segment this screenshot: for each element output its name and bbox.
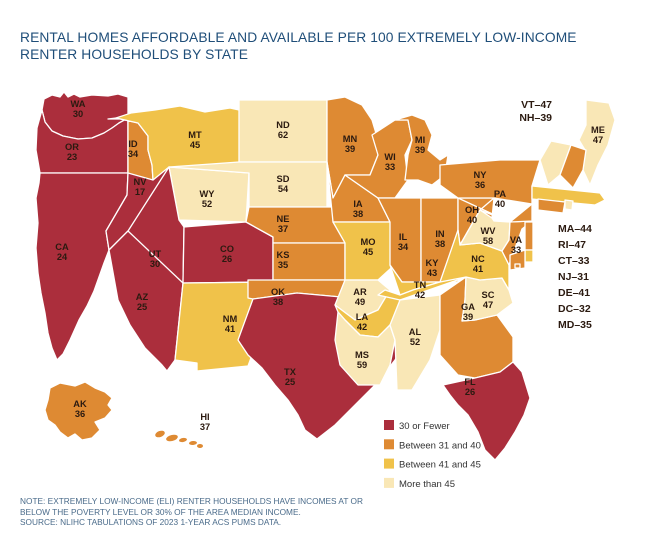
svg-text:62: 62: [278, 130, 288, 140]
svg-text:NH–39: NH–39: [519, 112, 552, 124]
svg-text:TN: TN: [414, 280, 427, 290]
svg-text:52: 52: [410, 337, 420, 347]
svg-text:NY: NY: [474, 170, 488, 180]
svg-text:OR: OR: [65, 142, 79, 152]
svg-text:RI–47: RI–47: [558, 239, 586, 251]
svg-text:More than 45: More than 45: [399, 479, 455, 490]
svg-text:SD: SD: [277, 174, 290, 184]
svg-text:33: 33: [511, 245, 521, 255]
svg-text:43: 43: [427, 268, 437, 278]
svg-text:17: 17: [135, 187, 145, 197]
svg-text:30: 30: [73, 109, 83, 119]
svg-text:CA: CA: [55, 242, 69, 252]
svg-text:NE: NE: [277, 214, 290, 224]
svg-text:26: 26: [222, 254, 232, 264]
svg-text:SC: SC: [482, 290, 495, 300]
svg-text:HI: HI: [200, 412, 209, 422]
svg-text:IN: IN: [435, 229, 445, 239]
svg-text:23: 23: [67, 152, 77, 162]
svg-text:MA–44: MA–44: [558, 223, 592, 235]
svg-text:NV: NV: [134, 177, 148, 187]
svg-text:WY: WY: [200, 189, 216, 199]
svg-text:59: 59: [357, 360, 367, 370]
svg-text:25: 25: [285, 377, 295, 387]
svg-text:NC: NC: [471, 254, 485, 264]
svg-text:MT: MT: [188, 130, 202, 140]
svg-text:40: 40: [467, 215, 477, 225]
svg-text:25: 25: [137, 302, 147, 312]
svg-text:VT–47: VT–47: [521, 99, 552, 111]
svg-text:UT: UT: [149, 249, 162, 259]
svg-text:42: 42: [415, 290, 425, 300]
svg-text:40: 40: [495, 199, 505, 209]
svg-text:Between 41 and 45: Between 41 and 45: [399, 460, 481, 471]
svg-text:ID: ID: [128, 139, 138, 149]
svg-text:CT–33: CT–33: [558, 255, 590, 267]
svg-text:37: 37: [278, 224, 288, 234]
svg-text:AZ: AZ: [136, 292, 149, 302]
svg-text:33: 33: [385, 162, 395, 172]
svg-text:WA: WA: [71, 99, 86, 109]
svg-text:MS: MS: [355, 350, 369, 360]
svg-text:34: 34: [128, 149, 139, 159]
svg-text:37: 37: [200, 422, 210, 432]
svg-text:DC–32: DC–32: [558, 303, 591, 315]
svg-text:38: 38: [273, 297, 283, 307]
svg-text:MD–35: MD–35: [558, 319, 592, 331]
svg-text:IA: IA: [353, 199, 363, 209]
svg-text:AR: AR: [353, 287, 367, 297]
svg-text:AL: AL: [409, 327, 422, 337]
svg-text:FL: FL: [464, 377, 476, 387]
svg-text:54: 54: [278, 184, 289, 194]
svg-text:WI: WI: [384, 152, 395, 162]
svg-text:38: 38: [353, 209, 363, 219]
svg-text:DE–41: DE–41: [558, 287, 590, 299]
svg-text:CO: CO: [220, 244, 234, 254]
svg-text:39: 39: [345, 144, 355, 154]
svg-text:24: 24: [57, 252, 68, 262]
svg-text:30: 30: [150, 259, 160, 269]
svg-text:36: 36: [475, 180, 485, 190]
svg-text:OH: OH: [465, 205, 479, 215]
svg-text:WV: WV: [481, 226, 497, 236]
svg-text:KY: KY: [426, 258, 440, 268]
svg-text:45: 45: [190, 140, 200, 150]
svg-text:MO: MO: [361, 237, 376, 247]
svg-text:39: 39: [415, 145, 425, 155]
svg-text:LA: LA: [356, 312, 369, 322]
svg-text:26: 26: [465, 387, 475, 397]
svg-text:MN: MN: [343, 134, 358, 144]
svg-text:ND: ND: [276, 120, 290, 130]
svg-text:41: 41: [473, 264, 483, 274]
svg-text:ME: ME: [591, 125, 605, 135]
svg-text:PA: PA: [494, 189, 507, 199]
svg-text:KS: KS: [277, 250, 290, 260]
svg-text:NJ–31: NJ–31: [558, 271, 589, 283]
svg-text:Between 31 and 40: Between 31 and 40: [399, 440, 481, 451]
svg-text:30 or Fewer: 30 or Fewer: [399, 421, 450, 432]
svg-text:41: 41: [225, 324, 235, 334]
svg-text:45: 45: [363, 247, 373, 257]
svg-text:49: 49: [355, 297, 365, 307]
svg-text:OK: OK: [271, 287, 285, 297]
svg-text:35: 35: [278, 260, 288, 270]
svg-text:34: 34: [398, 242, 409, 252]
svg-text:MI: MI: [415, 135, 425, 145]
svg-text:VA: VA: [510, 235, 523, 245]
svg-text:AK: AK: [73, 399, 87, 409]
svg-text:IL: IL: [399, 232, 408, 242]
svg-text:38: 38: [435, 239, 445, 249]
svg-text:47: 47: [593, 135, 603, 145]
svg-text:58: 58: [483, 236, 493, 246]
svg-text:47: 47: [483, 300, 493, 310]
svg-text:52: 52: [202, 199, 212, 209]
svg-text:36: 36: [75, 409, 85, 419]
svg-text:GA: GA: [461, 302, 475, 312]
svg-text:42: 42: [357, 322, 367, 332]
svg-text:TX: TX: [284, 367, 297, 377]
svg-text:NM: NM: [223, 314, 238, 324]
svg-text:39: 39: [463, 312, 473, 322]
